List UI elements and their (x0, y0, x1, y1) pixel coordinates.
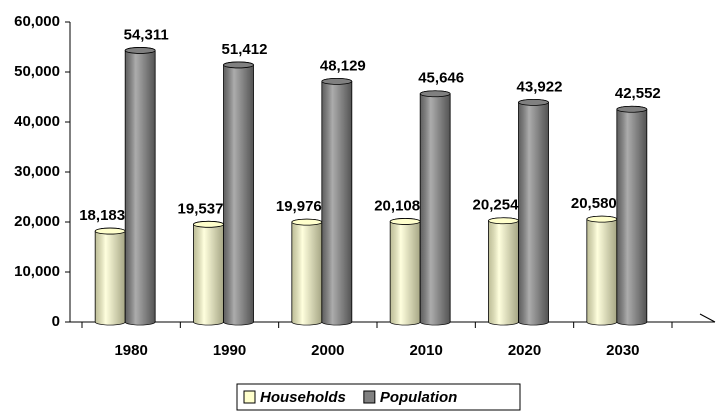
bar-shade (321, 81, 352, 325)
bar-top (518, 98, 549, 106)
data-label: 19,976 (276, 198, 322, 215)
bar-top (616, 105, 648, 113)
bar-top (223, 61, 254, 69)
x-axis-depth (699, 313, 716, 323)
x-tick-label: 1980 (114, 342, 147, 359)
data-label: 19,537 (178, 200, 224, 217)
data-label-bg (465, 195, 526, 216)
data-label: 54,311 (124, 26, 169, 43)
bar-shade (291, 222, 322, 325)
bar-shade (193, 224, 224, 325)
y-tick-label: 50,000 (14, 63, 60, 80)
bar-shade (125, 50, 156, 325)
data-label: 18,183 (79, 207, 125, 224)
bar-shade (95, 231, 126, 325)
bar-top (488, 217, 519, 225)
data-label: 45,646 (418, 70, 464, 87)
data-label-bg (72, 206, 133, 227)
y-tick-label: 10,000 (14, 263, 60, 280)
legend-label: Households (260, 389, 346, 406)
data-label-bg (170, 199, 231, 220)
data-label: 20,580 (571, 195, 617, 212)
x-tick-label: 1990 (213, 342, 246, 359)
bar-top (389, 218, 421, 225)
data-label: 48,129 (320, 57, 366, 74)
bar-top (321, 77, 353, 85)
bar-shade (586, 219, 617, 325)
data-label: 42,552 (615, 85, 661, 102)
data-label: 51,412 (222, 41, 268, 58)
data-label-bg (563, 194, 624, 215)
x-tick-label: 2010 (409, 342, 442, 359)
x-tick-label: 2030 (606, 342, 639, 359)
y-tick-label: 60,000 (14, 13, 60, 30)
data-label: 43,922 (517, 78, 563, 95)
data-label-bg (268, 197, 329, 218)
bar-shade (390, 221, 421, 325)
bar-shade (488, 220, 519, 325)
bar-shade (616, 109, 647, 326)
y-tick-label: 20,000 (14, 213, 60, 230)
legend-swatch (363, 390, 376, 404)
y-tick-label: 40,000 (14, 113, 60, 130)
bar-shade (420, 93, 451, 326)
legend-label: Population (380, 389, 458, 406)
y-tick-label: 30,000 (14, 163, 60, 180)
data-label: 20,254 (473, 197, 520, 214)
x-tick-label: 2000 (311, 342, 344, 359)
bar-shade (518, 102, 549, 325)
data-label-bg (367, 196, 428, 217)
bar-shade (223, 64, 254, 325)
legend-box (236, 383, 521, 411)
bar-top (419, 90, 451, 98)
legend-swatch (243, 390, 256, 404)
bar-top (291, 218, 323, 226)
data-label: 20,108 (374, 197, 420, 214)
bar-top (94, 227, 126, 235)
bar-top (124, 47, 156, 54)
bar-top (193, 220, 224, 228)
bar-top (586, 215, 618, 223)
x-tick-label: 2020 (508, 342, 541, 359)
y-tick-label: 0 (52, 313, 60, 330)
